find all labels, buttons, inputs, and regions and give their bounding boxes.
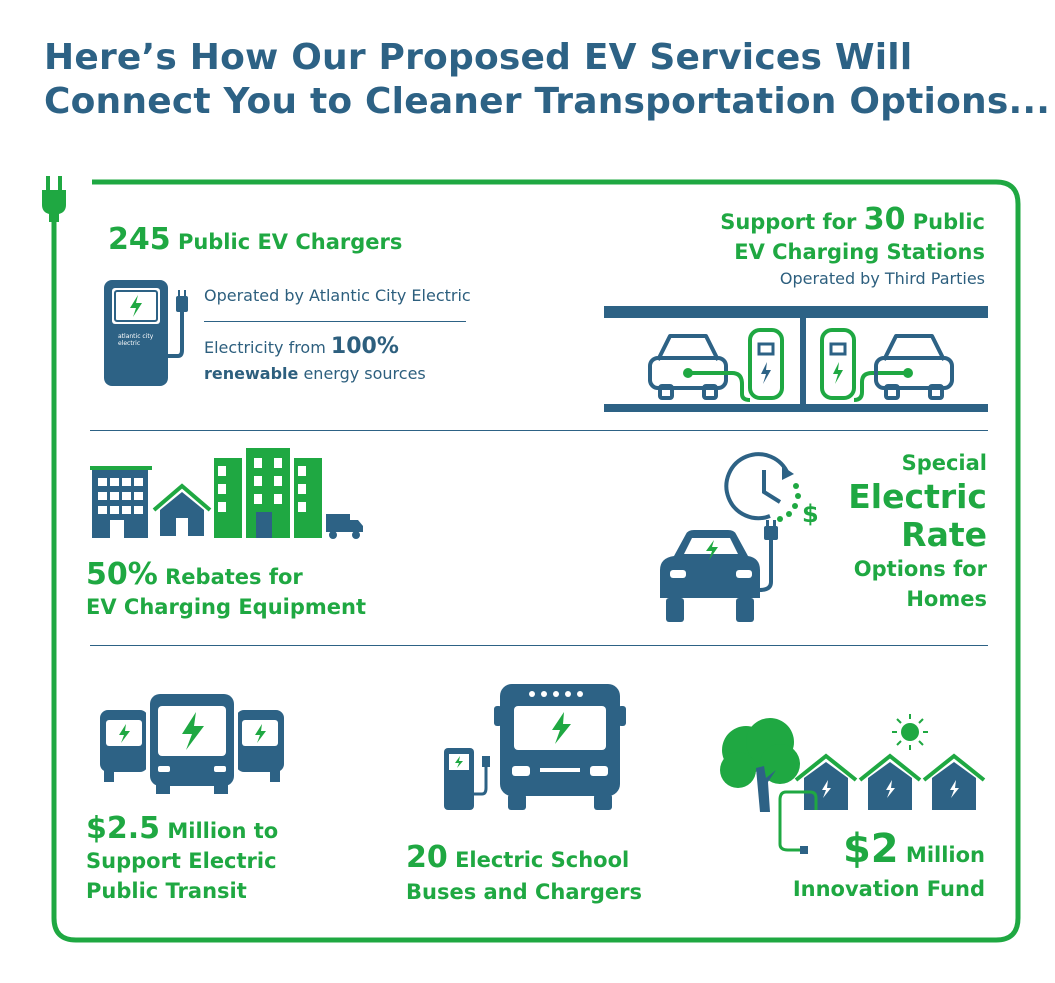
charger-logo-text-1: atlantic city: [118, 333, 154, 340]
chargers-label: Public EV Chargers: [177, 230, 403, 254]
chargers-divider: [204, 321, 466, 322]
rebates-label-2: EV Charging Equipment: [86, 595, 366, 619]
stations-label-1: Public: [912, 210, 985, 234]
charging-station-icon: [604, 306, 988, 412]
chargers-electricity-line: Electricity from 100%: [204, 334, 399, 359]
solar-homes-icon: [720, 714, 986, 854]
innovation-line-2: Innovation Fund: [792, 877, 985, 901]
rebates-heading: 50% Rebates for EV Charging Equipment: [86, 560, 366, 622]
page-title: Here’s How Our Proposed EV Services Will…: [44, 36, 1051, 124]
rebates-label-1: Rebates for: [165, 565, 303, 589]
buildings-icon: [90, 448, 363, 539]
stations-label-2: EV Charging Stations: [734, 240, 985, 264]
innovation-number: $2: [842, 826, 899, 872]
electric-bus-icon: [100, 690, 284, 794]
renewable-word: renewable: [204, 364, 299, 383]
section-divider-2: [90, 645, 988, 646]
chargers-renewable-line: renewable energy sources: [204, 364, 426, 383]
transit-line-3: Public Transit: [86, 879, 247, 903]
title-line-2: Connect You to Cleaner Transportation Op…: [44, 81, 1051, 122]
electricity-prefix: Electricity from: [204, 338, 326, 357]
rate-line-5: Homes: [906, 587, 987, 611]
charger-logo-text-2: electric: [118, 340, 140, 347]
stations-prefix: Support for: [720, 210, 857, 234]
chargers-number: 245: [108, 222, 171, 257]
car-clock-icon: $: [660, 452, 819, 622]
title-line-1: Here’s How Our Proposed EV Services Will: [44, 37, 913, 78]
innovation-line-1: Million: [905, 843, 985, 867]
school-line-1: Electric School: [455, 848, 630, 872]
section-divider-1: [90, 430, 988, 431]
stations-heading: Support for 30 Public EV Charging Statio…: [720, 205, 985, 267]
innovation-heading: $2 Million Innovation Fund: [792, 829, 985, 906]
chargers-heading: 245 Public EV Chargers: [108, 225, 402, 257]
rate-line-1: Special: [901, 451, 987, 475]
renewable-suffix: energy sources: [303, 364, 426, 383]
rate-heading: Special Electric Rate Options for Homes: [848, 448, 987, 614]
rate-dollar: $: [802, 500, 819, 528]
rate-line-3: Rate: [901, 515, 987, 554]
school-line-2: Buses and Chargers: [406, 880, 642, 904]
plug-frame-icon: [42, 176, 1021, 943]
ev-charger-icon: atlantic city electric: [104, 280, 188, 386]
stations-sub: Operated by Third Parties: [779, 269, 985, 288]
renewable-percent: 100%: [330, 334, 399, 359]
rate-line-2: Electric: [848, 477, 987, 516]
chargers-operated: Operated by Atlantic City Electric: [204, 286, 471, 305]
school-heading: 20 Electric School Buses and Chargers: [406, 842, 642, 908]
transit-line-2: Support Electric: [86, 849, 277, 873]
school-bus-icon: [444, 684, 626, 810]
rebates-number: 50%: [86, 557, 158, 592]
transit-number: $2.5: [86, 811, 161, 846]
stations-number: 30: [863, 202, 906, 237]
school-number: 20: [406, 840, 448, 875]
rate-line-4: Options for: [853, 557, 987, 581]
transit-heading: $2.5 Million to Support Electric Public …: [86, 814, 278, 906]
transit-line-1: Million to: [167, 819, 279, 843]
